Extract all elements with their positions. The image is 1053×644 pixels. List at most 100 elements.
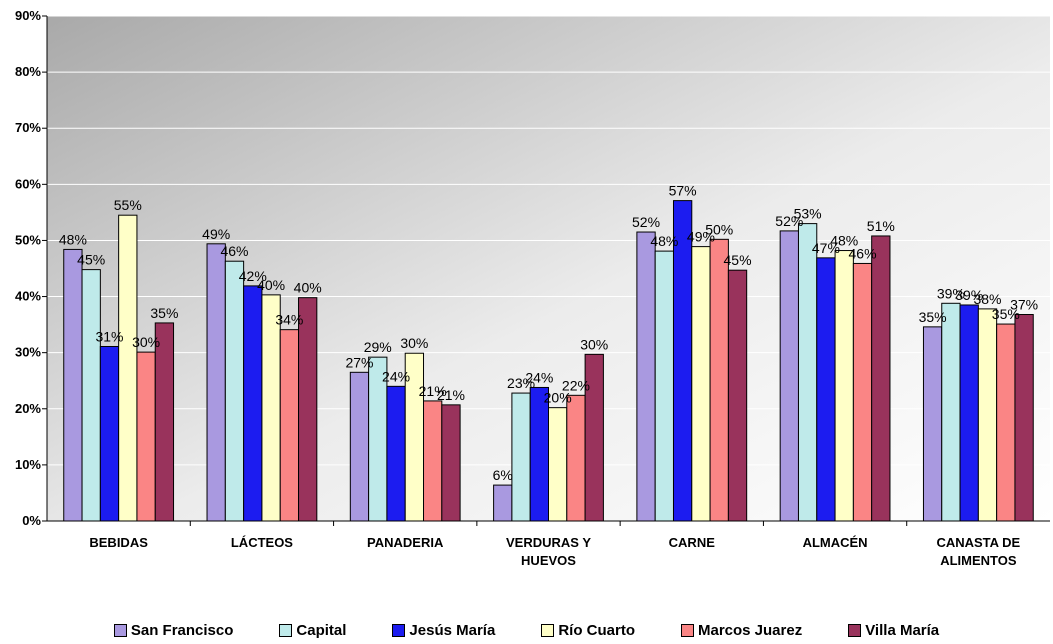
data-label: 23% — [507, 375, 535, 391]
data-label: 35% — [992, 306, 1020, 322]
bar — [243, 285, 263, 522]
bar-chart-svg: 48%45%31%55%30%35%49%46%42%40%34%40%27%2… — [15, 8, 1050, 568]
legend-swatch — [680, 624, 694, 637]
bar — [852, 262, 873, 522]
data-label: 21% — [437, 387, 465, 403]
legend-label: Río Cuarto — [558, 622, 635, 639]
x-category-label: LÁCTEOS — [231, 535, 293, 550]
data-label: 57% — [669, 183, 697, 199]
bar — [996, 323, 1016, 522]
bar — [118, 214, 138, 522]
data-label: 37% — [1010, 297, 1038, 313]
legend-label: Villa María — [865, 622, 940, 639]
bar — [136, 351, 156, 522]
data-label: 40% — [257, 277, 285, 293]
bar — [816, 257, 836, 522]
data-label: 49% — [202, 226, 230, 242]
data-label: 48% — [830, 233, 858, 249]
y-tick-label: 90% — [15, 8, 41, 23]
data-label: 40% — [294, 280, 322, 296]
x-category-label: ALMACÉN — [803, 535, 868, 550]
y-tick-label: 0% — [22, 513, 41, 528]
x-category-label: HUEVOS — [521, 553, 576, 568]
data-label: 50% — [705, 221, 733, 237]
bar — [511, 392, 531, 522]
data-label: 35% — [919, 309, 947, 325]
legend-item: Capital — [279, 622, 346, 639]
bar — [261, 294, 281, 522]
data-label: 20% — [544, 390, 572, 406]
legend-label: Capital — [296, 622, 347, 639]
data-label: 29% — [364, 339, 392, 355]
y-tick-label: 80% — [15, 64, 41, 79]
x-category-label: VERDURAS Y — [506, 535, 591, 550]
legend-item: Marcos Juarez — [680, 622, 803, 639]
data-label: 21% — [419, 383, 447, 399]
x-category-label: BEBIDAS — [89, 535, 148, 550]
x-category-label: PANADERIA — [367, 535, 444, 550]
axes: 0% 10% 20% 30% 40% 50% 60% 70% 80% 90% BEBIDAS LÁCT… — [15, 8, 1050, 568]
legend-label: Jesús María — [409, 622, 496, 639]
data-label: 47% — [812, 240, 840, 256]
data-label: 45% — [724, 252, 752, 268]
bar — [279, 329, 300, 522]
bar — [154, 322, 175, 522]
data-labels: 48%45%31%55%30%35%49%46%42%40%34%40%27%2… — [59, 183, 1038, 483]
bar — [529, 386, 550, 522]
data-label: 27% — [345, 354, 373, 370]
bar — [779, 230, 799, 522]
data-label: 49% — [687, 229, 715, 245]
legend-swatch — [541, 624, 555, 637]
data-label: 31% — [95, 328, 123, 344]
bar — [691, 246, 711, 522]
data-label: 45% — [77, 252, 105, 268]
data-label: 34% — [275, 312, 303, 328]
y-tick-label: 40% — [15, 289, 41, 304]
data-label: 52% — [775, 213, 803, 229]
data-label: 39% — [937, 285, 965, 301]
data-label: 30% — [580, 336, 608, 352]
data-label: 24% — [382, 368, 410, 384]
x-category-label: CARNE — [669, 535, 716, 550]
bar — [977, 308, 998, 522]
data-label: 38% — [973, 291, 1001, 307]
bar — [834, 250, 854, 522]
bar — [941, 302, 961, 522]
data-label: 53% — [794, 206, 822, 222]
legend-swatch — [113, 624, 127, 637]
data-label: 39% — [955, 287, 983, 303]
bar — [386, 385, 406, 522]
data-label: 48% — [59, 231, 87, 247]
bar — [224, 260, 245, 522]
bar — [548, 407, 568, 522]
y-tick-label: 50% — [15, 232, 41, 247]
bar — [566, 394, 586, 522]
bar — [423, 400, 443, 522]
x-category-label: ALIMENTOS — [940, 553, 1017, 568]
bar — [871, 235, 891, 522]
bar — [81, 269, 101, 522]
data-label: 6% — [493, 467, 513, 483]
bar — [654, 250, 674, 522]
bar — [441, 404, 461, 522]
legend-item: Río Cuarto — [541, 622, 635, 639]
bar — [298, 297, 318, 522]
legend-swatch — [279, 624, 293, 637]
y-tick-label: 60% — [15, 176, 41, 191]
bar — [206, 243, 226, 522]
data-label: 46% — [220, 243, 248, 259]
y-tick-label: 20% — [15, 401, 41, 416]
legend-label: Marcos Juarez — [697, 622, 803, 639]
legend: San Francisco Capital Jesús María Río Cuart… — [0, 622, 1053, 639]
data-label: 30% — [400, 335, 428, 351]
data-label: 55% — [114, 197, 142, 213]
bar — [727, 269, 748, 522]
data-label: 22% — [562, 377, 590, 393]
bar — [922, 326, 943, 522]
data-label: 48% — [650, 233, 678, 249]
bar — [63, 248, 83, 522]
data-label: 46% — [849, 245, 877, 261]
data-label: 24% — [525, 369, 553, 385]
bar — [709, 238, 729, 522]
